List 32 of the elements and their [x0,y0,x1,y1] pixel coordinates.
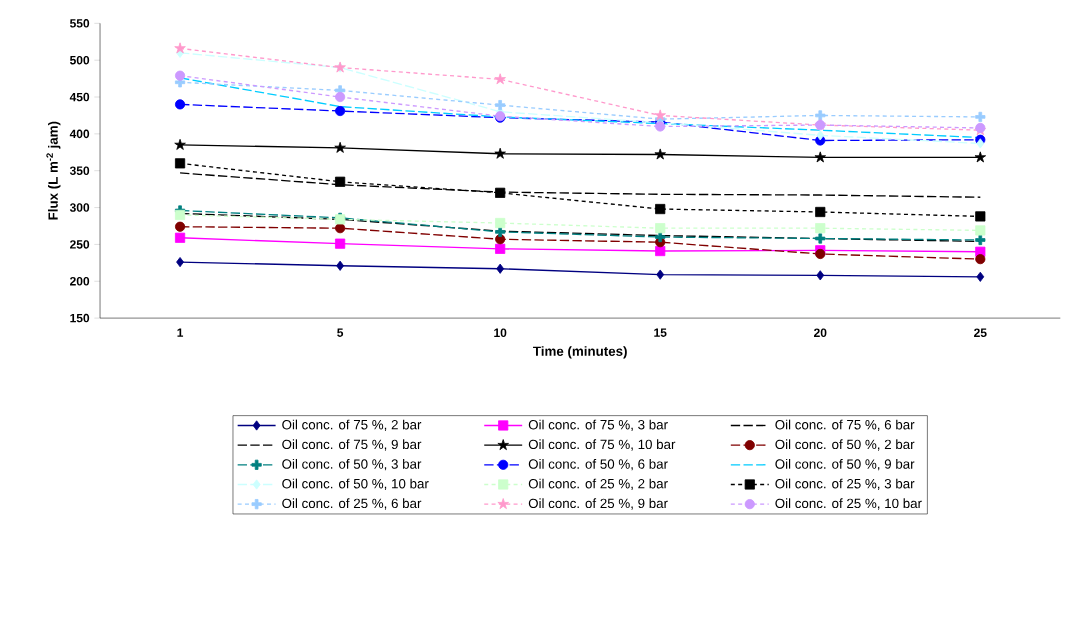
legend-label: Oil conc. of 75 %, 2 bar [282,419,422,432]
y-tick-label: 200 [70,277,90,286]
y-tick-label: 550 [69,19,90,28]
x-tick-label: 20 [814,328,827,338]
x-tick-label: 25 [974,328,987,338]
legend-label: Oil conc. of 75 %, 9 bar [282,439,422,451]
legend-label: Oil conc. of 50 %, 3 bar [282,459,422,471]
legend-label: Oil conc. of 25 %, 3 bar [775,478,915,491]
y-tick-label: 150 [70,314,90,323]
x-tick-label: 5 [337,328,344,338]
y-tick-label: 450 [69,93,90,102]
x-tick-label: 15 [654,328,667,338]
y-tick-label: 300 [69,203,90,213]
legend-label: Oil conc. of 25 %, 6 bar [282,498,422,510]
legend-label: Oil conc. of 75 %, 10 bar [528,439,676,451]
x-tick-label: 10 [494,328,507,338]
y-tick-label: 350 [69,166,90,176]
legend-label: Oil conc. of 50 %, 10 bar [282,478,429,491]
y-tick-label: 400 [69,129,90,139]
y-tick-label: 500 [69,56,90,65]
x-axis-title: Time (minutes) [533,346,627,359]
legend-label: Oil conc. of 25 %, 9 bar [528,498,668,510]
legend-label: Oil conc. of 50 %, 6 bar [528,459,668,471]
legend-label: Oil conc. of 50 %, 9 bar [775,459,915,471]
x-tick-label: 1 [177,328,184,337]
legend-label: Oil conc. of 50 %, 2 bar [775,439,915,451]
legend-label: Oil conc. of 25 %, 2 bar [528,478,668,491]
legend-label: Oil conc. of 75 %, 3 bar [528,419,668,432]
y-tick-label: 250 [70,240,90,249]
legend-label: Oil conc. of 75 %, 6 bar [775,419,915,432]
legend-label: Oil conc. of 25 %, 10 bar [775,498,922,510]
y-axis-title: Flux (L m$^{-2}$ jam) [46,121,61,220]
